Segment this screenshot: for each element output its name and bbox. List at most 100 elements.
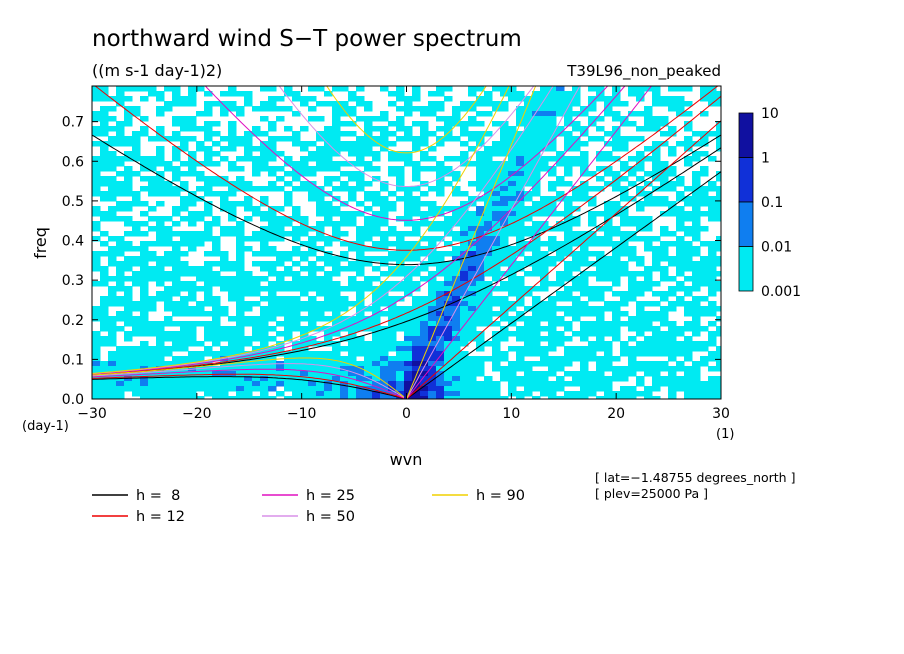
field-cell <box>124 181 133 187</box>
field-cell <box>524 331 533 337</box>
field-cell <box>348 241 357 247</box>
field-cell <box>500 181 509 187</box>
field-cell <box>436 376 445 382</box>
field-cell <box>316 311 325 317</box>
field-cell <box>652 91 661 97</box>
field-cell <box>604 241 613 247</box>
field-cell <box>252 171 261 177</box>
field-cell <box>716 121 721 127</box>
field-cell <box>612 201 621 207</box>
field-cell <box>204 381 213 387</box>
field-cell <box>460 236 469 242</box>
field-cell <box>628 321 637 327</box>
field-cell <box>108 251 117 257</box>
field-cell <box>252 276 261 282</box>
field-cell <box>348 111 357 117</box>
field-cell <box>564 211 573 217</box>
field-cell <box>444 396 453 399</box>
field-cell <box>436 341 445 347</box>
field-cell <box>540 361 549 367</box>
field-cell <box>140 386 149 392</box>
field-cell <box>100 301 109 307</box>
field-cell <box>636 271 645 277</box>
field-cell <box>556 356 565 362</box>
field-cell <box>508 291 517 297</box>
field-cell <box>380 381 389 387</box>
field-cell <box>252 386 261 392</box>
field-cell <box>700 256 709 262</box>
field-cell <box>116 326 125 332</box>
field-cell <box>596 186 605 192</box>
field-cell <box>356 231 365 237</box>
field-cell <box>292 161 301 167</box>
field-cell <box>260 336 269 342</box>
field-cell <box>476 206 485 212</box>
field-cell <box>628 316 637 322</box>
field-cell <box>188 326 197 332</box>
field-cell <box>580 371 589 377</box>
field-cell <box>380 196 389 202</box>
field-cell <box>604 171 613 177</box>
field-cell <box>604 376 613 382</box>
field-cell <box>292 186 301 192</box>
field-cell <box>300 96 309 102</box>
field-cell <box>236 361 245 367</box>
field-cell <box>188 86 197 92</box>
field-cell <box>124 246 133 252</box>
field-cell <box>100 271 109 277</box>
field-cell <box>188 96 197 102</box>
field-cell <box>316 361 325 367</box>
field-cell <box>492 176 501 182</box>
field-cell <box>388 366 397 372</box>
field-cell <box>636 186 645 192</box>
field-cell <box>692 216 701 222</box>
field-cell <box>156 131 165 137</box>
field-cell <box>652 161 661 167</box>
field-cell <box>436 386 445 392</box>
field-cell <box>428 281 437 287</box>
field-cell <box>572 161 581 167</box>
field-cell <box>332 281 341 287</box>
field-cell <box>180 301 189 307</box>
field-cell <box>116 346 125 352</box>
field-cell <box>252 206 261 212</box>
field-cell <box>324 356 333 362</box>
field-cell <box>156 346 165 352</box>
field-cell <box>428 286 437 292</box>
field-cell <box>356 96 365 102</box>
field-cell <box>716 391 721 397</box>
field-cell <box>684 231 693 237</box>
field-cell <box>540 206 549 212</box>
field-cell <box>388 361 397 367</box>
field-cell <box>468 301 477 307</box>
field-cell <box>556 246 565 252</box>
field-cell <box>332 236 341 242</box>
field-cell <box>140 276 149 282</box>
field-cell <box>652 251 661 257</box>
field-cell <box>420 151 429 157</box>
field-cell <box>420 236 429 242</box>
field-cell <box>564 96 573 102</box>
field-cell <box>436 171 445 177</box>
field-cell <box>428 386 437 392</box>
field-cell <box>324 361 333 367</box>
field-cell <box>556 306 565 312</box>
field-cell <box>380 356 389 362</box>
field-cell <box>684 391 693 397</box>
field-cell <box>660 336 669 342</box>
field-cell <box>204 176 213 182</box>
field-cell <box>156 191 165 197</box>
field-cell <box>148 206 157 212</box>
field-cell <box>372 191 381 197</box>
field-cell <box>140 286 149 292</box>
field-cell <box>516 346 525 352</box>
field-cell <box>452 246 461 252</box>
gravity-wave-curve <box>204 86 609 221</box>
field-cell <box>356 246 365 252</box>
field-cell <box>300 306 309 312</box>
field-cell <box>212 261 221 267</box>
field-cell <box>564 296 573 302</box>
field-cell <box>508 196 517 202</box>
field-cell <box>444 271 453 277</box>
field-cell <box>364 321 373 327</box>
